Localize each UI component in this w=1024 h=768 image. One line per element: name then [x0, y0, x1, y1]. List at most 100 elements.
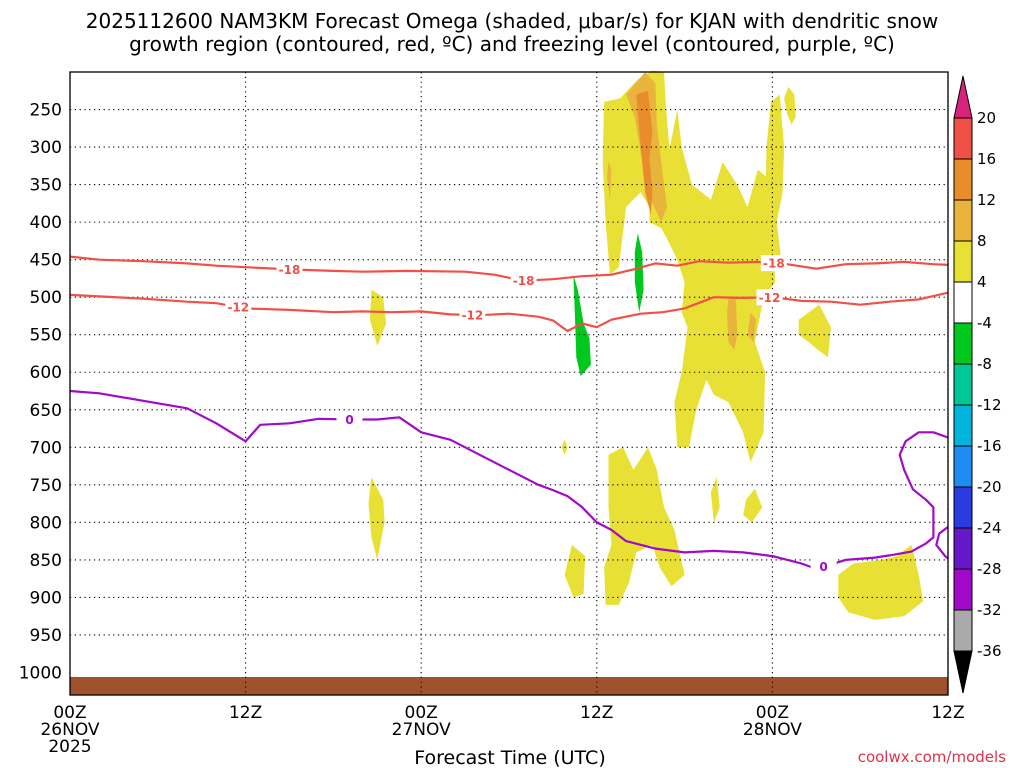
colorbar-label-8: -16: [977, 437, 1002, 455]
y-tick-label-950: 950: [30, 626, 62, 646]
contour-label-0-0: -18: [279, 263, 301, 277]
colorbar-band-pos-1: [953, 158, 973, 201]
y-tick-label-850: 850: [30, 551, 62, 571]
colorbar-label-0: 20: [977, 109, 996, 127]
colorbar-band-neg-3: [953, 445, 973, 488]
omega-region-15: [747, 312, 757, 343]
y-tick-label-300: 300: [30, 138, 62, 158]
colorbar-band-zero: [953, 281, 973, 324]
y-tick-label-600: 600: [30, 363, 62, 383]
colorbar-label-9: -20: [977, 478, 1002, 496]
contour-layer: -18 -18 -18 -12 -12 -12 0 0: [69, 255, 949, 575]
colorbar-label-5: -4: [977, 314, 992, 332]
y-tick-label-250: 250: [30, 101, 62, 121]
x-tick-label-48-0: 00Z: [756, 703, 789, 723]
contour-label-2-0: 0: [345, 413, 353, 427]
contour-label-0-2: -18: [763, 257, 785, 271]
y-tick-label-350: 350: [30, 176, 62, 196]
x-tick-label-0-0: 00Z: [53, 703, 86, 723]
colorbar-band-neg-5: [953, 527, 973, 570]
omega-region-7: [765, 94, 785, 260]
contour-label-bg-1-1: [459, 307, 486, 324]
contour-line-3: [935, 526, 949, 560]
omega-region-19: [634, 233, 644, 313]
contour-label-1-2: -12: [759, 291, 781, 305]
y-tick-label-400: 400: [30, 213, 62, 233]
y-tick-label-750: 750: [30, 476, 62, 496]
x-tick-label-24-1: 27NOV: [392, 720, 451, 740]
omega-region-18: [573, 274, 591, 376]
x-tick-label-0-2: 2025: [48, 737, 91, 757]
plot-frame: [69, 71, 949, 696]
colorbar-band-neg-7: [953, 609, 973, 652]
colorbar-label-4: 4: [977, 273, 987, 291]
colorbar-band-pos-3: [953, 240, 973, 283]
credit-link[interactable]: coolwx.com/models: [858, 748, 1006, 766]
x-tick-label-24-0: 00Z: [405, 703, 438, 723]
colorbar-band-neg-6: [953, 568, 973, 611]
x-tick-label-48-1: 28NOV: [743, 720, 802, 740]
x-tick-label-12-0: 12Z: [229, 703, 262, 723]
contour-line-0: [69, 255, 949, 282]
contour-line-1: [69, 291, 949, 333]
y-tick-label-550: 550: [30, 326, 62, 346]
chart-title-line2: growth region (contoured, red, ºC) and f…: [129, 32, 895, 56]
y-tick-label-900: 900: [30, 588, 62, 608]
omega-region-5: [649, 109, 776, 463]
y-axis-ticks: 250 300 350 400 450 500 550 600 650 700 750 800 850 9…: [19, 101, 62, 684]
colorbar-label-6: -8: [977, 355, 992, 373]
omega-region-11: [798, 304, 831, 358]
colorbar-low-arrow: [953, 650, 973, 694]
x-tick-label-36-0: 12Z: [580, 703, 613, 723]
contour-label-0-1: -18: [513, 274, 535, 288]
omega-region-14: [727, 297, 738, 350]
colorbar-high-arrow: [953, 75, 973, 119]
colorbar-label-13: -36: [977, 642, 1002, 660]
omega-region-12: [838, 544, 924, 620]
omega-region-17: [636, 90, 653, 215]
contour-label-bg-0-0: [276, 261, 303, 278]
omega-region-9: [710, 477, 720, 523]
y-tick-label-500: 500: [30, 288, 62, 308]
omega-region-1: [370, 289, 387, 346]
y-tick-label-800: 800: [30, 513, 62, 533]
colorbar-band-neg-4: [953, 486, 973, 529]
contour-label-bg-0-1: [510, 272, 537, 289]
contour-label-bg-2-1: [810, 558, 837, 575]
y-tick-label-1000: 1000: [19, 663, 62, 683]
terrain-ground-bar: [70, 677, 948, 695]
colorbar-band-pos-0: [953, 117, 973, 160]
colorbar-band-neg-1: [953, 363, 973, 406]
colorbar-label-1: 16: [977, 150, 996, 168]
colorbar: 20 16 12 8 4 -4 -8 -12 -16 -20 -24 -28 -32 -36: [953, 75, 1002, 694]
contour-label-1-0: -12: [227, 301, 249, 315]
colorbar-band-neg-2: [953, 404, 973, 447]
colorbar-band-neg-0: [953, 322, 973, 365]
contour-label-bg-1-0: [225, 299, 252, 316]
omega-region-10: [743, 488, 763, 523]
contour-label-bg-0-2: [760, 255, 787, 272]
chart-title-line1: 2025112600 NAM3KM Forecast Omega (shaded…: [86, 9, 938, 33]
colorbar-label-11: -28: [977, 560, 1002, 578]
contour-label-2-1: 0: [819, 560, 827, 574]
y-tick-label-450: 450: [30, 251, 62, 271]
omega-region-0: [564, 544, 586, 598]
colorbar-label-12: -32: [977, 601, 1002, 619]
omega-region-2: [368, 477, 385, 560]
omega-region-16: [607, 162, 612, 200]
grid-lines: [69, 72, 949, 695]
omega-region-8: [604, 447, 685, 605]
x-tick-label-0-1: 26NOV: [40, 720, 99, 740]
y-tick-label-650: 650: [30, 401, 62, 421]
x-tick-label-60-0: 12Z: [931, 703, 964, 723]
colorbar-label-2: 12: [977, 191, 996, 209]
colorbar-label-7: -12: [977, 396, 1002, 414]
colorbar-band-pos-2: [953, 199, 973, 242]
omega-shading-layer: [368, 70, 924, 620]
x-axis-label: Forecast Time (UTC): [414, 747, 605, 768]
contour-line-2: [69, 389, 949, 571]
colorbar-label-10: -24: [977, 519, 1002, 537]
y-tick-label-700: 700: [30, 438, 62, 458]
contour-label-1-1: -12: [462, 309, 484, 323]
contour-label-bg-1-2: [756, 289, 783, 306]
